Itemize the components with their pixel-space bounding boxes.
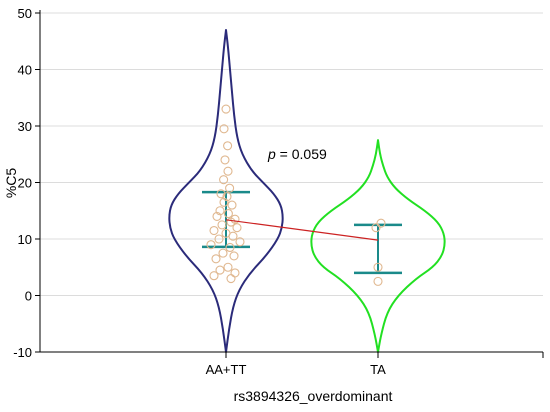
- y-tick-label: 30: [18, 119, 32, 134]
- data-point: [215, 206, 225, 216]
- violins: [168, 28, 446, 353]
- p-value-text: = 0.059: [276, 146, 327, 162]
- data-point: [219, 124, 229, 134]
- data-point: [232, 223, 242, 233]
- data-point: [218, 248, 228, 258]
- data-point: [373, 276, 383, 286]
- p-value-annotation: p = 0.059: [267, 146, 327, 162]
- y-tick-label: 50: [18, 6, 32, 21]
- data-point: [211, 254, 221, 264]
- data-point: [229, 251, 239, 261]
- data-point: [209, 225, 219, 236]
- data-point: [206, 240, 216, 250]
- y-tick-label: -10: [13, 345, 32, 360]
- data-point: [227, 200, 237, 210]
- mean-line: [225, 219, 379, 241]
- confidence-intervals: [202, 190, 402, 275]
- data-point: [376, 218, 386, 228]
- data-point: [221, 104, 231, 114]
- data-point: [220, 155, 230, 165]
- data-point: [226, 217, 236, 227]
- violin-ta: [310, 139, 446, 353]
- data-point: [371, 223, 381, 233]
- data-point: [235, 237, 245, 247]
- y-tick-label: 10: [18, 232, 32, 247]
- data-point: [223, 209, 233, 219]
- y-tick-label: 40: [18, 63, 32, 78]
- data-point: [225, 183, 235, 193]
- x-axis-label: rs3894326_overdominant: [234, 388, 393, 404]
- violin-aa-tt: [168, 28, 284, 353]
- data-point: [215, 265, 225, 275]
- data-point: [209, 271, 219, 281]
- data-point: [228, 231, 238, 241]
- data-point: [373, 262, 383, 272]
- data-point: [222, 192, 232, 202]
- data-point: [223, 166, 233, 176]
- y-tick-label: 20: [18, 176, 32, 191]
- data-point: [223, 141, 233, 151]
- data-point: [217, 220, 227, 230]
- data-point: [216, 189, 226, 199]
- data-point: [214, 234, 224, 244]
- data-point: [225, 242, 235, 253]
- axes: -10 0 10 20 30 40 50 AA+TT TA: [13, 6, 544, 377]
- data-point: [226, 273, 236, 284]
- data-points: [206, 104, 386, 286]
- y-tick-label: 0: [25, 289, 32, 304]
- x-tick-label: TA: [370, 362, 386, 377]
- y-axis-label: %C5: [3, 168, 19, 199]
- x-tick-label: AA+TT: [206, 362, 247, 377]
- data-point: [219, 175, 229, 185]
- mean-connector: [225, 219, 379, 241]
- data-point: [223, 262, 233, 272]
- data-point: [219, 197, 229, 207]
- data-point: [212, 211, 222, 221]
- grid: [40, 12, 543, 296]
- p-symbol: p: [267, 146, 276, 162]
- data-point: [230, 268, 240, 278]
